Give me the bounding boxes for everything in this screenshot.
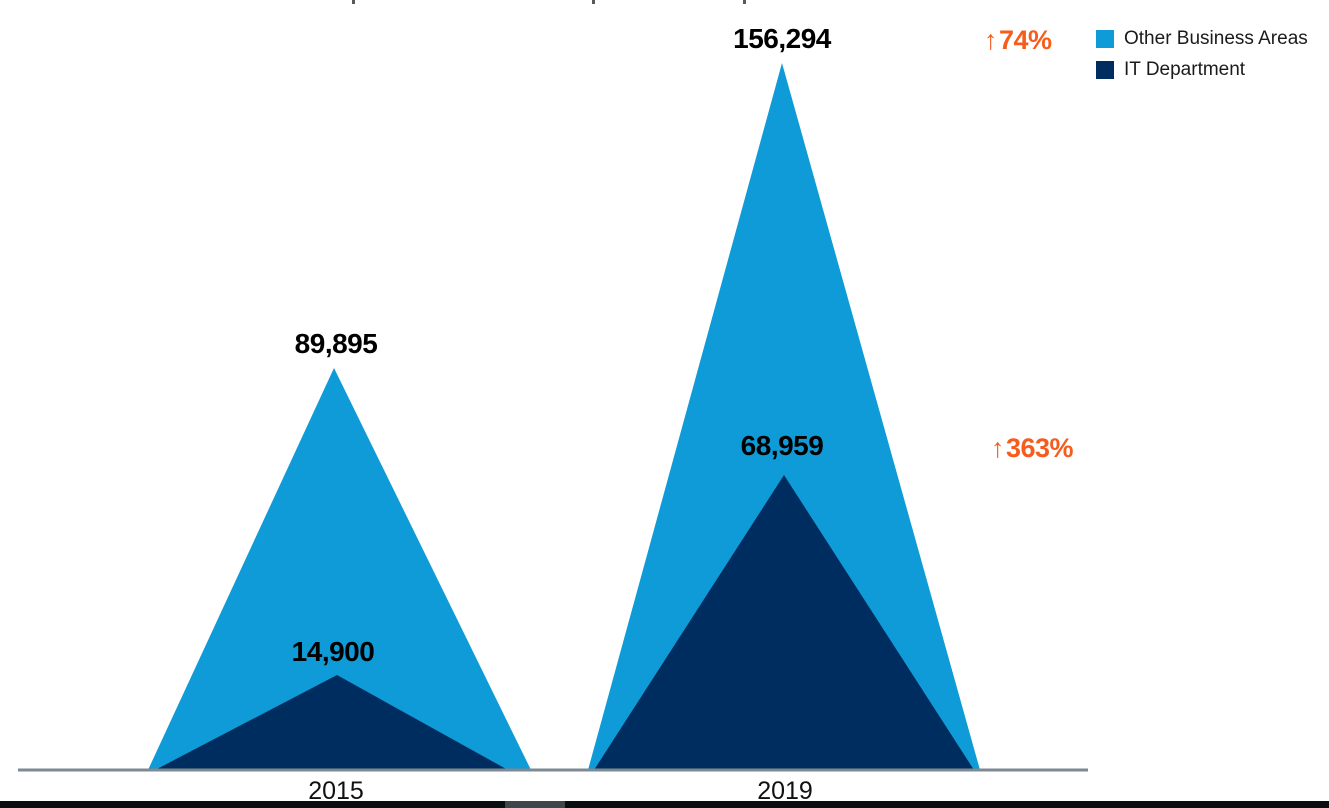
- up-arrow-icon: ↑: [984, 25, 998, 55]
- cropped-text-artifact: [352, 0, 355, 4]
- value-label-2015-it: 14,900: [291, 636, 375, 667]
- up-arrow-icon: ↑: [991, 433, 1005, 463]
- pct-change-it: ↑363%: [991, 433, 1074, 464]
- value-label-2015-other: 89,895: [294, 328, 378, 359]
- triangle-2015-other-business-areas: [148, 368, 531, 770]
- legend: Other Business Areas IT Department: [1096, 28, 1308, 81]
- cropped-text-artifact: [743, 0, 746, 4]
- triangle-2019-other-business-areas: [588, 63, 980, 770]
- triangle-2019-it-department: [594, 475, 974, 770]
- cropped-text-artifact: [592, 0, 595, 4]
- value-label-2019-it: 68,959: [740, 430, 824, 461]
- x-axis-label-2015: 2015: [308, 777, 364, 805]
- pct-change-other-value: 74%: [999, 25, 1052, 55]
- legend-item-it-department: IT Department: [1096, 59, 1308, 81]
- pct-change-other: ↑74%: [984, 25, 1052, 56]
- legend-swatch-other-icon: [1096, 30, 1114, 48]
- bottom-edge-bar: [0, 801, 1329, 808]
- legend-swatch-it-icon: [1096, 61, 1114, 79]
- legend-item-other-business-areas: Other Business Areas: [1096, 28, 1308, 50]
- x-axis-label-2019: 2019: [757, 777, 813, 805]
- value-label-2019-other: 156,294: [733, 23, 831, 54]
- triangle-2015-it-department: [155, 675, 508, 770]
- pct-change-it-value: 363%: [1006, 433, 1074, 463]
- bottom-bar-highlight-segment: [505, 801, 565, 808]
- legend-label-it: IT Department: [1124, 59, 1246, 80]
- legend-label-other: Other Business Areas: [1124, 28, 1308, 49]
